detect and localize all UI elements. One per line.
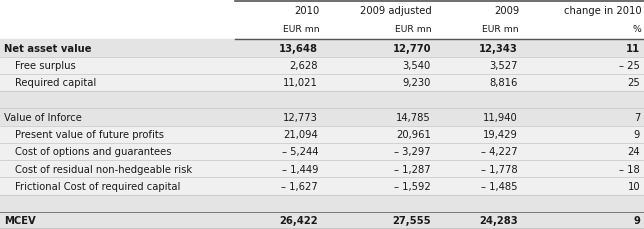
Text: 8,816: 8,816 [489,78,518,88]
Bar [0,92,644,109]
Text: – 1,627: – 1,627 [281,181,318,191]
Text: – 4,227: – 4,227 [481,147,518,157]
Text: EUR mn: EUR mn [395,25,432,34]
Text: 3,527: 3,527 [489,61,518,71]
Text: – 1,449: – 1,449 [281,164,318,174]
Text: change in 2010: change in 2010 [564,6,641,16]
Bar [0,195,644,212]
Text: 9: 9 [634,130,640,139]
Text: 11,940: 11,940 [483,112,518,122]
Text: Present value of future profits: Present value of future profits [15,130,164,139]
Text: 9,230: 9,230 [402,78,431,88]
Text: Cost of options and guarantees: Cost of options and guarantees [15,147,172,157]
Text: EUR mn: EUR mn [283,25,319,34]
Text: 14,785: 14,785 [396,112,431,122]
Bar [0,212,644,229]
Bar [0,160,644,177]
Text: 24: 24 [627,147,640,157]
Text: 26,422: 26,422 [279,215,318,225]
Text: Net asset value: Net asset value [4,44,91,54]
Text: 7: 7 [634,112,640,122]
Text: %: % [632,25,641,34]
Text: – 1,592: – 1,592 [394,181,431,191]
Bar [0,126,644,143]
Bar [0,177,644,195]
Text: EUR mn: EUR mn [482,25,519,34]
Bar [0,109,644,126]
Text: – 1,287: – 1,287 [394,164,431,174]
Text: – 18: – 18 [620,164,640,174]
Text: – 1,778: – 1,778 [481,164,518,174]
Text: 13,648: 13,648 [279,44,318,54]
Text: Value of Inforce: Value of Inforce [4,112,82,122]
Text: 2009: 2009 [494,6,519,16]
Text: Required capital: Required capital [15,78,97,88]
Text: 2,628: 2,628 [290,61,318,71]
Text: 20,961: 20,961 [396,130,431,139]
Text: 12,343: 12,343 [479,44,518,54]
Text: Free surplus: Free surplus [15,61,76,71]
Text: 11,021: 11,021 [283,78,318,88]
Text: – 5,244: – 5,244 [281,147,318,157]
Text: – 1,485: – 1,485 [481,181,518,191]
Text: 10: 10 [627,181,640,191]
Text: 12,773: 12,773 [283,112,318,122]
Bar [0,40,644,57]
Text: 27,555: 27,555 [392,215,431,225]
Text: 2009 adjusted: 2009 adjusted [361,6,432,16]
Text: 3,540: 3,540 [402,61,431,71]
Text: 24,283: 24,283 [479,215,518,225]
Text: Frictional Cost of required capital: Frictional Cost of required capital [15,181,181,191]
Text: – 3,297: – 3,297 [394,147,431,157]
Text: 25: 25 [627,78,640,88]
Bar [0,143,644,160]
Text: 12,770: 12,770 [392,44,431,54]
Text: Cost of residual non-hedgeable risk: Cost of residual non-hedgeable risk [15,164,193,174]
Text: 9: 9 [633,215,640,225]
Text: – 25: – 25 [620,61,640,71]
Text: 11: 11 [626,44,640,54]
Bar [0,74,644,92]
Bar [0,57,644,74]
Text: MCEV: MCEV [4,215,35,225]
Text: 19,429: 19,429 [483,130,518,139]
Text: 2010: 2010 [294,6,319,16]
Text: 21,094: 21,094 [283,130,318,139]
